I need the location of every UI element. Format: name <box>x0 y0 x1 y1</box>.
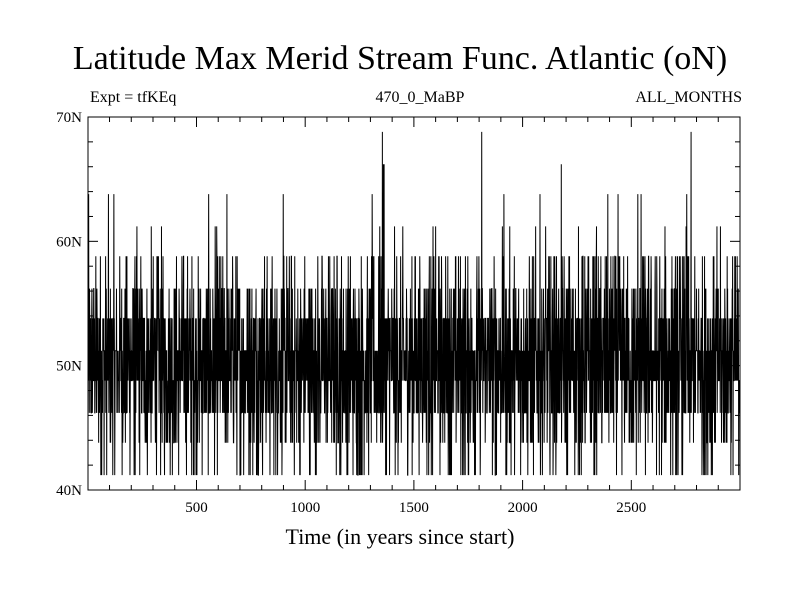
y-tick-label: 40N <box>56 483 82 499</box>
y-tick-label: 50N <box>56 359 82 375</box>
data-series <box>87 131 741 476</box>
months-label: ALL_MONTHS <box>635 89 742 106</box>
run-label: 470_0_MaBP <box>375 89 465 106</box>
x-tick-label: 2000 <box>508 500 538 516</box>
y-tick-label: 60N <box>56 234 82 250</box>
experiment-label: Expt = tfKEq <box>90 89 177 106</box>
x-tick-label: 1000 <box>290 500 320 516</box>
chart-title: Latitude Max Merid Stream Func. Atlantic… <box>72 40 728 77</box>
x-tick-label: 2500 <box>616 500 646 516</box>
series-line <box>87 131 741 476</box>
x-tick-label: 1500 <box>399 500 429 516</box>
x-axis-label: Time (in years since start) <box>285 524 515 549</box>
y-tick-label: 70N <box>56 110 82 126</box>
tick-labels: 500 1000 1500 2000 2500 40N 50N 60N 70N <box>56 110 646 516</box>
tick-marks <box>88 116 740 491</box>
x-tick-label: 500 <box>185 500 208 516</box>
